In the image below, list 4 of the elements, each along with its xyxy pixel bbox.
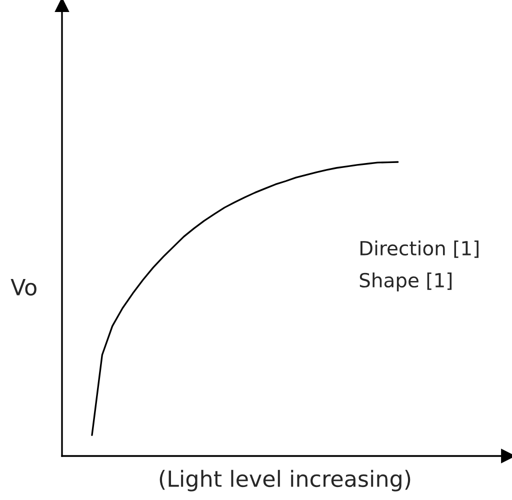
y-axis-title: Vo — [10, 279, 36, 296]
annotation: Shape [1] — [360, 272, 452, 292]
x-axis-title: (Light level increasing) — [160, 470, 410, 492]
annotation: Direction [1] — [360, 240, 478, 258]
